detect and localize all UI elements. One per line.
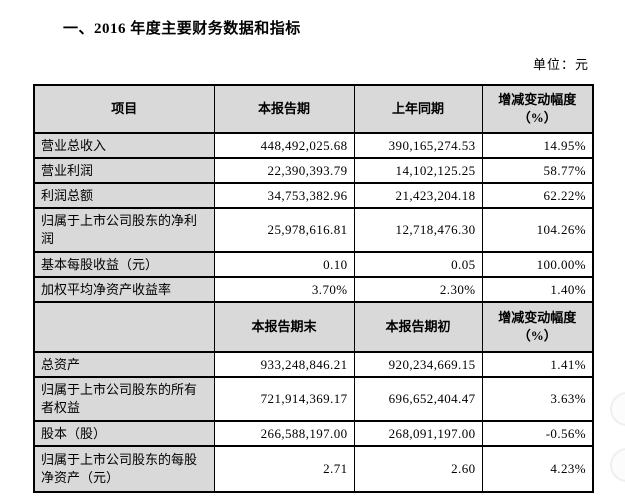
header2-item-empty bbox=[33, 301, 215, 353]
header-prior-period: 上年同期 bbox=[353, 84, 483, 134]
change-value: 3.63% bbox=[481, 376, 594, 422]
change-value: 62.22% bbox=[481, 182, 594, 209]
table-row: 基本每股收益（元） 0.10 0.05 100.00% bbox=[33, 251, 594, 278]
header-change-percent-2: 增减变动幅度（%） bbox=[481, 301, 594, 353]
prior-period-value: 0.05 bbox=[353, 251, 483, 278]
period-begin-value: 2.60 bbox=[353, 445, 483, 493]
change-value: 100.00% bbox=[481, 251, 594, 278]
row-label: 股本（股） bbox=[33, 420, 215, 447]
current-period-value: 3.70% bbox=[213, 276, 355, 303]
prior-period-value: 2.30% bbox=[353, 276, 483, 303]
table-row: 归属于上市公司股东的每股净资产（元） 2.71 2.60 4.23% bbox=[33, 445, 594, 493]
row-label: 利润总额 bbox=[33, 182, 215, 209]
prior-period-value: 21,423,204.18 bbox=[353, 182, 483, 209]
decorative-circle bbox=[610, 392, 625, 426]
header-item: 项目 bbox=[33, 84, 215, 134]
change-value: 1.41% bbox=[481, 351, 594, 378]
period-end-value: 266,588,197.00 bbox=[213, 420, 355, 447]
table-row: 营业总收入 448,492,025.68 390,165,274.53 14.9… bbox=[33, 132, 594, 159]
change-value: 1.40% bbox=[481, 276, 594, 303]
current-period-value: 22,390,393.79 bbox=[213, 157, 355, 184]
prior-period-value: 14,102,125.25 bbox=[353, 157, 483, 184]
table-row: 归属于上市公司股东的所有者权益 721,914,369.17 696,652,4… bbox=[33, 376, 594, 422]
financial-indicators-table: 项目 本报告期 上年同期 增减变动幅度（%） 营业总收入 448,492,025… bbox=[33, 84, 594, 493]
period-begin-value: 920,234,669.15 bbox=[353, 351, 483, 378]
current-period-value: 448,492,025.68 bbox=[213, 132, 355, 159]
period-begin-value: 268,091,197.00 bbox=[353, 420, 483, 447]
period-end-value: 933,248,846.21 bbox=[213, 351, 355, 378]
table-row: 利润总额 34,753,382.96 21,423,204.18 62.22% bbox=[33, 182, 594, 209]
header-period-end: 本报告期末 bbox=[213, 301, 355, 353]
header-change-percent: 增减变动幅度（%） bbox=[481, 84, 594, 134]
unit-label: 单位：元 bbox=[532, 57, 589, 72]
table-section2-header-row: 本报告期末 本报告期初 增减变动幅度（%） bbox=[33, 301, 594, 353]
header-period-begin: 本报告期初 bbox=[353, 301, 483, 353]
row-label: 归属于上市公司股东的所有者权益 bbox=[33, 376, 215, 422]
current-period-value: 0.10 bbox=[213, 251, 355, 278]
current-period-value: 25,978,616.81 bbox=[213, 207, 355, 253]
table-row: 归属于上市公司股东的净利润 25,978,616.81 12,718,476.3… bbox=[33, 207, 594, 253]
change-value: -0.56% bbox=[481, 420, 594, 447]
change-value: 58.77% bbox=[481, 157, 594, 184]
period-begin-value: 696,652,404.47 bbox=[353, 376, 483, 422]
change-value: 104.26% bbox=[481, 207, 594, 253]
table-row: 营业利润 22,390,393.79 14,102,125.25 58.77% bbox=[33, 157, 594, 184]
table-row: 加权平均净资产收益率 3.70% 2.30% 1.40% bbox=[33, 276, 594, 303]
row-label: 归属于上市公司股东的净利润 bbox=[33, 207, 215, 253]
page-title: 一、2016 年度主要财务数据和指标 bbox=[63, 21, 301, 37]
row-label: 营业总收入 bbox=[33, 132, 215, 159]
change-value: 4.23% bbox=[481, 445, 594, 493]
row-label: 总资产 bbox=[33, 351, 215, 378]
row-label: 加权平均净资产收益率 bbox=[33, 276, 215, 303]
prior-period-value: 390,165,274.53 bbox=[353, 132, 483, 159]
row-label: 营业利润 bbox=[33, 157, 215, 184]
table-row: 股本（股） 266,588,197.00 268,091,197.00 -0.5… bbox=[33, 420, 594, 447]
table-header-row: 项目 本报告期 上年同期 增减变动幅度（%） bbox=[33, 84, 594, 134]
change-value: 14.95% bbox=[481, 132, 594, 159]
table-row: 总资产 933,248,846.21 920,234,669.15 1.41% bbox=[33, 351, 594, 378]
prior-period-value: 12,718,476.30 bbox=[353, 207, 483, 253]
current-period-value: 34,753,382.96 bbox=[213, 182, 355, 209]
period-end-value: 2.71 bbox=[213, 445, 355, 493]
header-current-period: 本报告期 bbox=[213, 84, 355, 134]
row-label: 基本每股收益（元） bbox=[33, 251, 215, 278]
period-end-value: 721,914,369.17 bbox=[213, 376, 355, 422]
row-label: 归属于上市公司股东的每股净资产（元） bbox=[33, 445, 215, 493]
decorative-circle bbox=[610, 448, 625, 482]
